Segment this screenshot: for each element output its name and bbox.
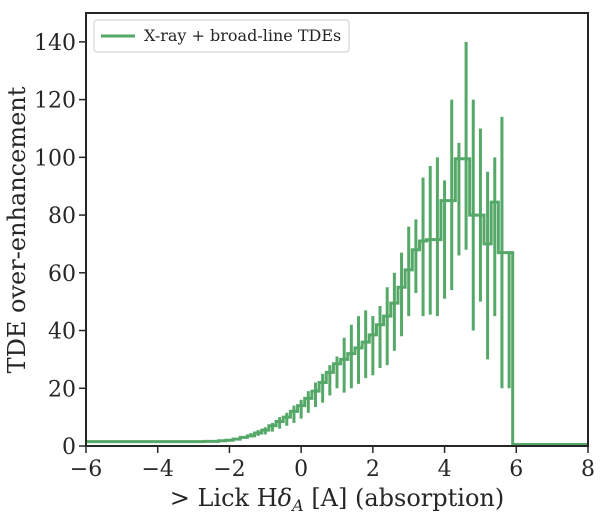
axes-frame: [85, 12, 589, 447]
x-tick-label: −4: [141, 457, 173, 482]
y-tick-label: 0: [62, 435, 76, 460]
y-tick-label: 60: [48, 262, 76, 287]
x-tick-label: 0: [294, 457, 308, 482]
y-tick-label: 40: [48, 320, 76, 345]
x-tick-label: 4: [438, 457, 452, 482]
legend-label: X-ray + broad-line TDEs: [144, 26, 341, 45]
x-tick-label: 2: [366, 457, 380, 482]
series-layer: [86, 41, 588, 447]
x-axis-label: > Lick HδA [A] (absorption): [170, 484, 504, 515]
x-tick-label: −2: [213, 457, 245, 482]
y-axis-label: TDE over-enhancement: [3, 86, 31, 373]
y-tick-label: 100: [34, 146, 76, 171]
y-tick-label: 140: [34, 31, 76, 56]
y-tick-label: 120: [34, 89, 76, 114]
legend: X-ray + broad-line TDEs: [93, 19, 350, 53]
series-step-line: [86, 157, 588, 447]
legend-box: [93, 19, 350, 53]
x-tick-label: −6: [70, 457, 102, 482]
x-tick-label: 6: [509, 457, 523, 482]
x-tick-label: 8: [581, 457, 595, 482]
y-tick-label: 80: [48, 204, 76, 229]
y-tick-label: 20: [48, 377, 76, 402]
